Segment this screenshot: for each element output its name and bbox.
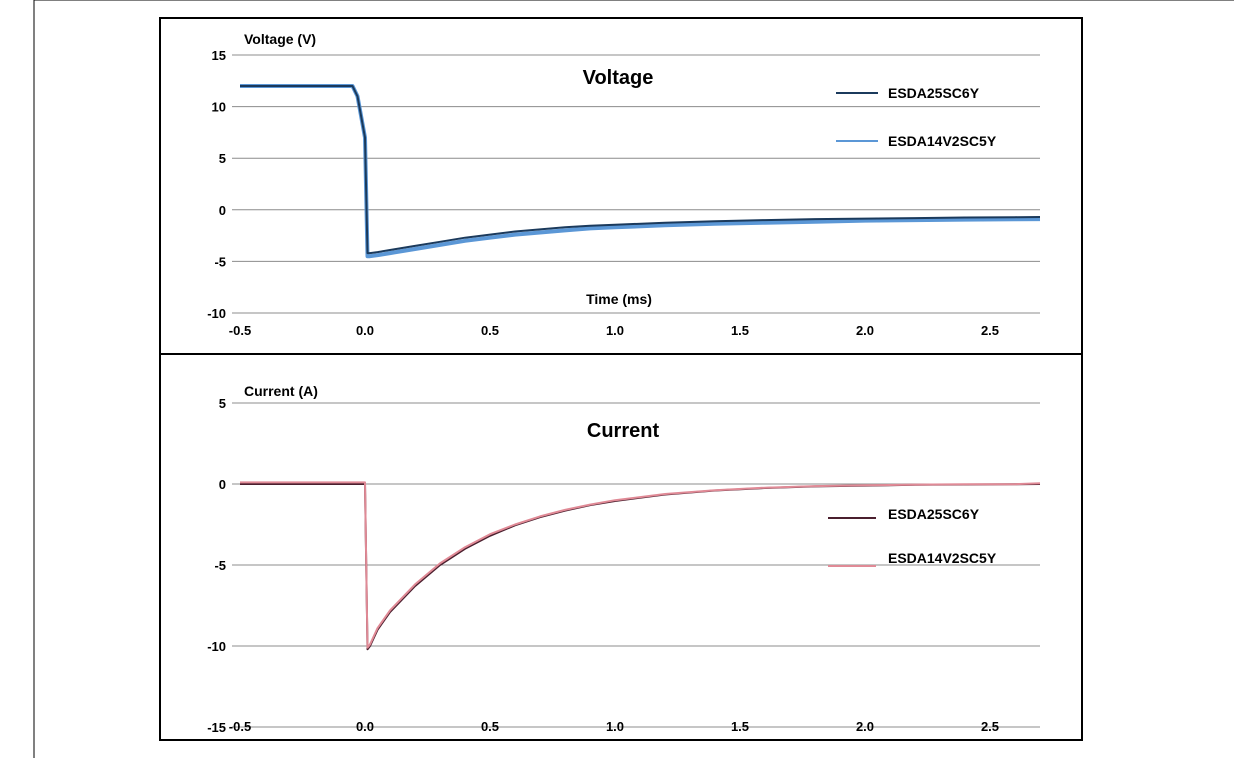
voltage-y-tick-label: 0 (219, 203, 226, 218)
voltage-y-tick-labels: 15 10 5 0 -5 -10 (207, 48, 226, 321)
voltage-x-tick-label: 1.5 (731, 323, 749, 338)
current-legend-label-esda14v2sc5y: ESDA14V2SC5Y (888, 550, 997, 566)
current-legend: ESDA25SC6Y ESDA14V2SC5Y (828, 506, 997, 567)
voltage-series-line-esda14v2sc5y (240, 84, 1041, 259)
current-x-tick-label: 0.5 (481, 719, 499, 734)
current-x-tick-label: 0.0 (356, 719, 374, 734)
current-series-line-esda14v2sc5y (240, 481, 1041, 649)
voltage-y-tick-label: 5 (219, 151, 226, 166)
voltage-x-tick-label: 1.0 (606, 323, 624, 338)
current-y-tick-label: -10 (207, 639, 226, 654)
chart-panel-border (159, 17, 1083, 741)
voltage-y-tick-label: -10 (207, 306, 226, 321)
current-x-tick-label: 1.5 (731, 719, 749, 734)
current-x-tick-label: 2.5 (981, 719, 999, 734)
voltage-x-tick-label: -0.5 (229, 323, 251, 338)
current-y-tick-label: 5 (219, 396, 226, 411)
voltage-legend-label-esda25sc6y: ESDA25SC6Y (888, 85, 980, 101)
current-x-tick-labels: -0.5 0.0 0.5 1.0 1.5 2.0 2.5 (229, 719, 999, 734)
current-x-tick-label: 1.0 (606, 719, 624, 734)
current-title: Current (587, 420, 660, 442)
current-y-axis-label: Current (A) (244, 383, 318, 399)
voltage-x-tick-label: 2.0 (856, 323, 874, 338)
voltage-title: Voltage (583, 67, 654, 89)
current-y-tick-label: -5 (214, 558, 226, 573)
current-series-group (240, 481, 1041, 651)
voltage-x-axis-label: Time (ms) (586, 291, 652, 307)
current-y-tick-label: -15 (207, 720, 226, 735)
voltage-legend-label-esda14v2sc5y: ESDA14V2SC5Y (888, 133, 997, 149)
voltage-y-tick-label: 15 (212, 48, 226, 63)
current-chart: 5 0 -5 -10 -15 -0.5 0.0 0.5 1.0 1.5 2.0 2.5 Curren… (207, 383, 1041, 735)
voltage-y-tick-label: 10 (212, 100, 226, 115)
voltage-x-tick-labels: -0.5 0.0 0.5 1.0 1.5 2.0 2.5 (229, 323, 999, 338)
current-y-tick-labels: 5 0 -5 -10 -15 (207, 396, 226, 735)
voltage-x-tick-label: 0.0 (356, 323, 374, 338)
current-legend-label-esda25sc6y: ESDA25SC6Y (888, 506, 980, 522)
current-x-tick-label: -0.5 (229, 719, 251, 734)
voltage-x-tick-label: 0.5 (481, 323, 499, 338)
voltage-x-tick-label: 2.5 (981, 323, 999, 338)
voltage-series-group (240, 84, 1041, 259)
voltage-y-axis-label: Voltage (V) (244, 31, 316, 47)
voltage-legend: ESDA25SC6Y ESDA14V2SC5Y (836, 85, 997, 149)
voltage-series-line-esda25sc6y (240, 85, 1041, 255)
current-x-tick-label: 2.0 (856, 719, 874, 734)
voltage-y-tick-label: -5 (214, 254, 226, 269)
voltage-chart: 15 10 5 0 -5 -10 -0.5 0.0 0.5 1.0 1.5 2.0 2.5 Volta… (207, 31, 1041, 338)
current-y-tick-label: 0 (219, 477, 226, 492)
